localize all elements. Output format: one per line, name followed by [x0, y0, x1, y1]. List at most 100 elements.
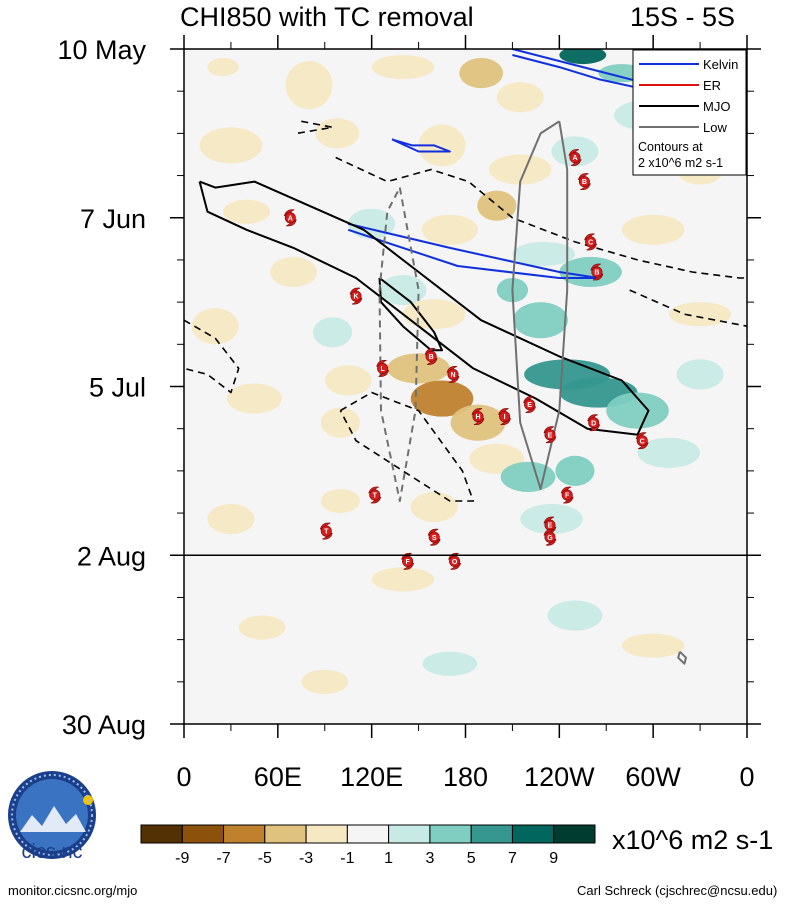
storm-marker: B	[577, 173, 591, 191]
x-tick-label: 60W	[625, 762, 681, 792]
anomaly-patch	[547, 600, 603, 631]
colorbar-label: 9	[549, 850, 558, 867]
colorbar-swatch	[429, 824, 472, 844]
anomaly-patch	[520, 504, 583, 535]
chart-region: 15S - 5S	[630, 2, 736, 32]
anomaly-patch	[606, 392, 669, 429]
legend-entry: ER	[703, 78, 721, 93]
x-tick-label: 120E	[340, 762, 403, 792]
kelvin-contour	[391, 138, 451, 153]
storm-label: I	[504, 414, 506, 421]
storm-marker: G	[543, 528, 557, 546]
storm-label: N	[450, 372, 455, 379]
storm-label: G	[547, 535, 553, 542]
storm-label: L	[380, 366, 385, 373]
anomaly-patch	[313, 317, 353, 348]
anomaly-patch	[227, 383, 282, 414]
anomaly-patch	[421, 214, 479, 245]
anomaly-patch	[621, 214, 685, 245]
storm-label: A	[288, 215, 293, 222]
anomaly-patch	[555, 455, 595, 486]
anomaly-patch	[410, 491, 458, 523]
storm-marker: L	[376, 359, 390, 377]
x-tick-label: 60E	[254, 762, 302, 792]
anomaly-patch	[270, 256, 317, 288]
storm-label: B	[594, 270, 599, 277]
anomaly-patch	[379, 275, 427, 306]
y-tick-label: 30 Aug	[62, 710, 146, 740]
storm-label: F	[405, 559, 410, 566]
y-tick-label: 10 May	[57, 35, 146, 65]
storm-marker: K	[349, 287, 363, 305]
anomaly-patch	[410, 380, 474, 417]
storm-marker: B	[424, 347, 438, 365]
storm-marker: B	[590, 263, 604, 281]
mjo-contour	[198, 180, 650, 436]
y-tick-label: 5 Jul	[89, 373, 146, 403]
storm-label: S	[432, 535, 437, 542]
storm-label: E	[548, 523, 553, 530]
anomaly-patch	[207, 504, 255, 535]
colorbar-swatch	[346, 824, 390, 844]
storm-label: B	[429, 354, 434, 361]
colorbar-label: 1	[384, 850, 393, 867]
legend-box	[632, 49, 747, 176]
anomaly-patch	[676, 359, 724, 390]
cics-logo: cics.nc	[8, 771, 96, 863]
storm-label: E	[548, 432, 553, 439]
colorbar-label: 7	[508, 850, 517, 867]
mjo-contour	[378, 277, 443, 352]
mjo-contour	[339, 391, 475, 502]
anomaly-patch	[207, 58, 239, 77]
x-tick-label: 120W	[524, 762, 595, 792]
storm-marker: H	[471, 408, 485, 426]
legend-note: Contours at	[638, 140, 703, 154]
legend-entry: MJO	[703, 99, 730, 114]
colorbar-label: -1	[340, 850, 354, 867]
anomaly-patch	[459, 58, 504, 89]
storm-label: F	[565, 493, 570, 500]
storm-label: B	[582, 179, 587, 186]
storm-label: C	[588, 240, 593, 247]
colorbar-units: x10^6 m2 s-1	[612, 825, 774, 855]
colorbar-label: -3	[299, 850, 313, 867]
anomaly-patch	[191, 308, 239, 345]
anomaly-patch	[488, 154, 552, 185]
chart-title: CHI850 with TC removal	[180, 2, 474, 32]
cics-logo-text: cics.nc	[21, 841, 82, 863]
storm-label: K	[353, 294, 358, 301]
anomaly-patch	[315, 118, 360, 149]
colorbar-label: 3	[425, 850, 434, 867]
storm-marker: N	[446, 365, 460, 383]
anomaly-patch	[418, 124, 466, 167]
anomaly-patch	[371, 567, 435, 592]
colorbar-swatch	[223, 824, 266, 844]
x-tick-label: 180	[443, 762, 488, 792]
anomaly-patch	[324, 365, 372, 396]
anomaly-patch	[285, 61, 333, 110]
anomaly-patch	[500, 461, 556, 492]
colorbar-swatch	[470, 824, 513, 844]
storm-marker: T	[319, 522, 333, 540]
anomaly-patch	[371, 55, 435, 80]
x-tick-label: 0	[176, 762, 191, 792]
anomaly-patch	[496, 82, 544, 113]
storm-marker: E	[543, 426, 557, 444]
site-url[interactable]: monitor.cicsnc.org/mjo	[8, 883, 138, 898]
storm-label: C	[640, 438, 645, 445]
colorbar-label: -7	[216, 850, 230, 867]
y-tick-label: 7 Jun	[80, 204, 146, 234]
storm-marker: D	[587, 414, 601, 432]
storm-label: D	[591, 420, 596, 427]
colorbar-swatch	[553, 824, 596, 844]
storm-marker: E	[523, 396, 537, 414]
legend-note: 2 x10^6 m2 s-1	[638, 156, 723, 170]
storm-marker: F	[401, 552, 415, 570]
anomaly-patch	[199, 127, 263, 164]
mjo-contour	[335, 156, 747, 279]
colorbar-swatch	[140, 824, 183, 844]
colorbar-swatch	[264, 824, 307, 844]
legend-entry: Low	[703, 120, 727, 135]
mjo-contour	[184, 319, 240, 394]
